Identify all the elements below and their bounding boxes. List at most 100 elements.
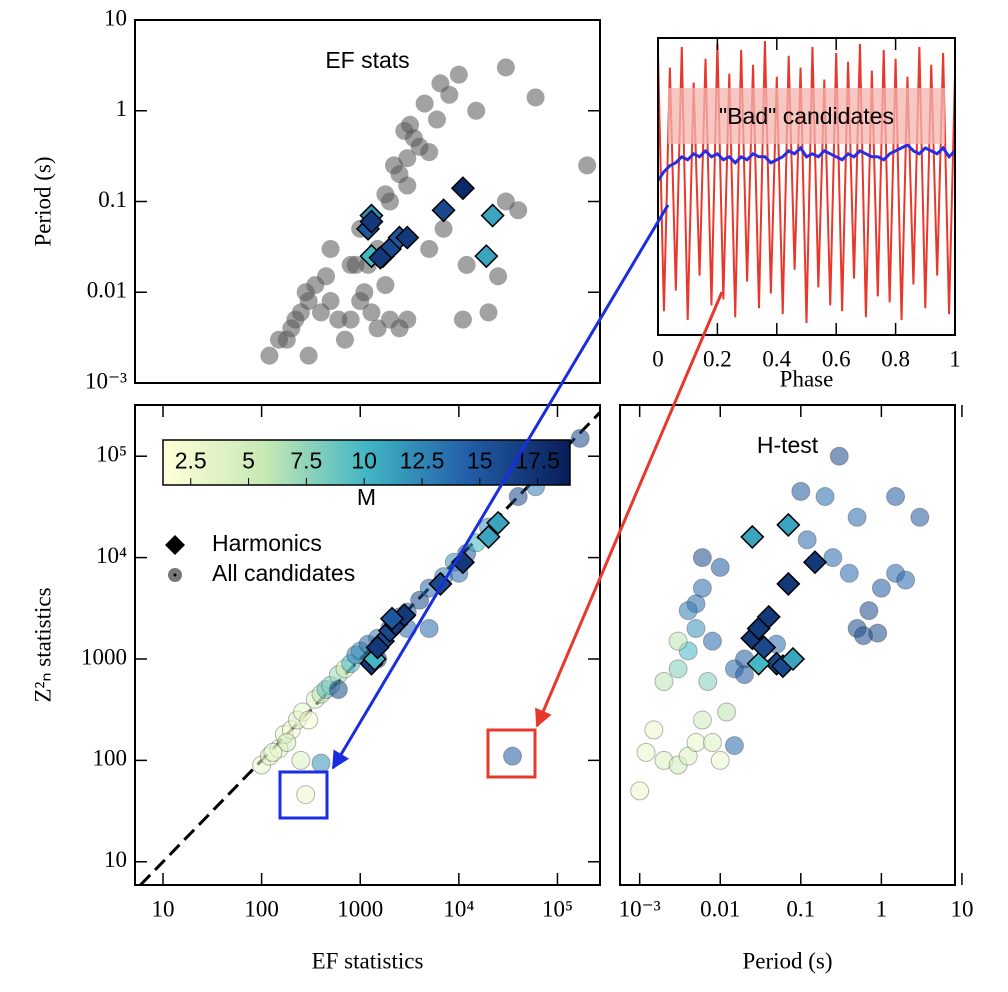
candidate-point	[570, 428, 590, 448]
highlight-box	[278, 770, 329, 820]
y-tick-label: 0.1	[98, 187, 127, 212]
plot-frame	[134, 19, 601, 384]
candidate-point	[496, 58, 515, 77]
candidate-point	[269, 330, 288, 349]
candidate-point	[644, 720, 664, 740]
candidate-point	[296, 785, 316, 805]
candidate-point	[467, 101, 486, 120]
candidate-point	[398, 310, 417, 329]
harmonic-point	[431, 198, 456, 223]
colorbar-label: M	[357, 484, 376, 510]
candidate-point	[299, 710, 319, 730]
candidate-point	[823, 548, 843, 568]
candidate-point	[431, 74, 450, 93]
candidate-point	[376, 276, 395, 295]
candidate-point	[686, 733, 706, 753]
harmonic-point	[474, 244, 499, 269]
x-tick-label: 10	[950, 896, 973, 921]
candidate-point	[376, 185, 395, 204]
colorbar-tick-label: 2.5	[175, 448, 207, 474]
light-curve	[658, 143, 955, 182]
harmonic-point	[486, 510, 511, 535]
plot-area	[139, 411, 600, 885]
candidate-point	[503, 746, 523, 766]
candidate-point	[449, 65, 468, 84]
candidate-point	[815, 487, 835, 507]
candidate-point	[457, 255, 476, 274]
candidate-point	[724, 736, 744, 756]
candidate-point	[479, 303, 498, 322]
x-tick-label: 100	[244, 896, 279, 921]
candidate-point	[299, 346, 318, 365]
harmonic-point	[780, 646, 806, 672]
y-tick-label: 0.01	[87, 278, 127, 303]
plot-area	[630, 446, 930, 801]
candidate-point	[489, 267, 508, 286]
colorbar-tick-label: 10	[351, 448, 377, 474]
candidate-point	[508, 487, 528, 507]
candidate-point	[291, 750, 311, 770]
candidate-point	[434, 219, 453, 238]
harmonic-point	[756, 604, 781, 629]
harmonic-point	[740, 524, 765, 549]
candidate-point	[415, 94, 434, 113]
y-tick-label: 10⁴	[96, 543, 127, 568]
candidate-point	[321, 292, 340, 311]
light-curve	[658, 40, 955, 324]
candidate-point	[692, 710, 712, 730]
candidate-point	[839, 563, 859, 583]
harmonic-point	[776, 512, 801, 537]
candidate-point	[686, 618, 706, 638]
candidate-point	[854, 626, 874, 646]
arrow	[535, 291, 724, 728]
y-tick-label: 10⁻³	[85, 368, 127, 393]
x-tick-label: 10⁴	[443, 896, 474, 921]
candidate-point	[398, 176, 417, 195]
colorbar-tick-label: 15	[467, 448, 493, 474]
y-tick-label: 100	[93, 746, 128, 771]
candidate-point	[896, 570, 916, 590]
x-tick-label: 0.8	[881, 346, 910, 371]
harmonic-point	[395, 225, 420, 250]
candidate-point	[710, 750, 730, 770]
y-tick-label: 10	[104, 847, 127, 872]
candidate-point	[636, 742, 656, 762]
y-tick-label: 1	[116, 96, 128, 121]
legend-label: Harmonics	[212, 530, 322, 556]
x-tick-label: 1	[876, 896, 888, 921]
annotation-box	[668, 88, 945, 144]
candidate-point	[668, 631, 688, 651]
harmonic-point	[379, 606, 405, 631]
candidate-point	[341, 310, 360, 329]
legend-label: All candidates	[212, 560, 355, 586]
colorbar-tick-label: 5	[242, 448, 255, 474]
x-tick-label: 0.6	[822, 346, 851, 371]
harmonic-point	[359, 209, 384, 234]
x-tick-label: 0.4	[762, 346, 791, 371]
plot-area	[260, 58, 597, 365]
candidate-point	[710, 557, 730, 577]
candidate-point	[329, 310, 348, 329]
harmonic-point	[365, 635, 390, 660]
candidate-point	[420, 239, 439, 258]
candidate-point	[401, 115, 420, 134]
candidate-point	[526, 88, 545, 107]
candidate-point	[311, 753, 331, 773]
candidate-point	[420, 143, 439, 162]
candidate-point	[702, 631, 722, 651]
candidate-point	[859, 601, 879, 621]
candidate-point	[321, 239, 340, 258]
harmonic-point	[746, 651, 771, 676]
panel: 10⁻³ 0.01 0.1 1 10 H-test Period (s)	[619, 404, 973, 973]
candidate-point	[734, 665, 754, 685]
candidate-point	[847, 507, 867, 527]
x-tick-label: 0.01	[700, 896, 740, 921]
harmonic-point	[802, 550, 828, 575]
candidate-point	[678, 601, 698, 621]
panel-title: EF stats	[325, 47, 409, 73]
colorbar-tick-label: 12.5	[400, 448, 445, 474]
candidate-point	[427, 110, 446, 129]
candidate-point	[910, 507, 930, 527]
x-tick-label: 1	[949, 346, 961, 371]
